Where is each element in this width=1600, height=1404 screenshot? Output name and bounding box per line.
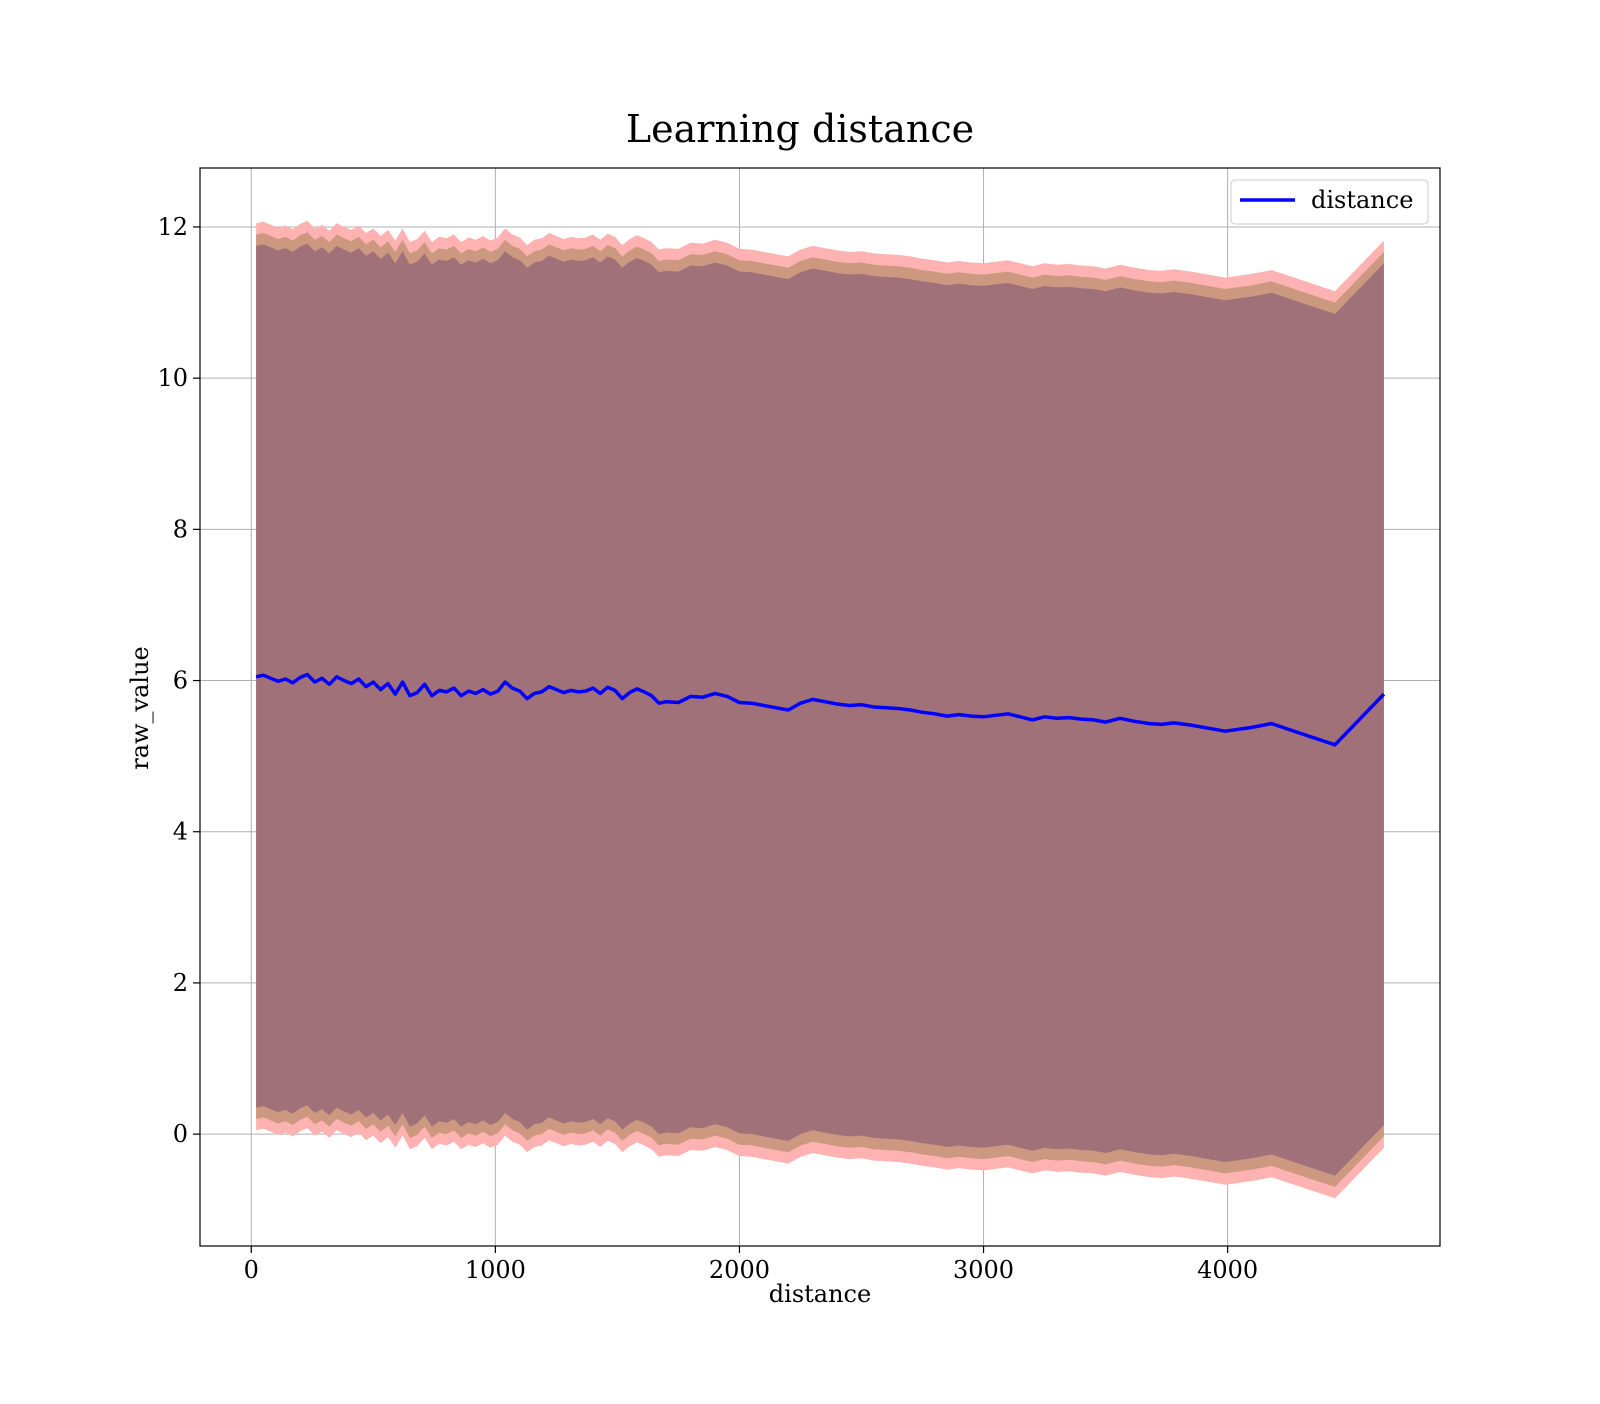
y-tick-label: 2 xyxy=(173,969,188,997)
y-axis-label: raw_value xyxy=(126,646,154,770)
chart-title: Learning distance xyxy=(626,107,974,151)
x-tick-label: 2000 xyxy=(709,1256,770,1284)
x-tick-label: 0 xyxy=(244,1256,259,1284)
y-tick-label: 0 xyxy=(173,1120,188,1148)
y-tick-label: 8 xyxy=(173,515,188,543)
y-tick-label: 4 xyxy=(173,818,188,846)
x-axis-ticks: 0 1000 2000 3000 4000 xyxy=(244,1246,1258,1284)
x-tick-label: 4000 xyxy=(1197,1256,1258,1284)
legend-box xyxy=(1230,179,1429,225)
x-axis-label: distance xyxy=(769,1280,871,1308)
y-tick-label: 10 xyxy=(157,364,188,392)
y-tick-label: 6 xyxy=(173,667,188,695)
series-lines xyxy=(255,672,1386,747)
x-tick-label: 3000 xyxy=(953,1256,1014,1284)
plot-frame xyxy=(199,167,1441,1247)
error-bands xyxy=(256,220,1384,1199)
legend-label-distance: distance xyxy=(1311,186,1413,214)
y-axis-ticks: 0 2 4 6 8 10 12 xyxy=(157,213,200,1148)
legend: distance xyxy=(1230,179,1429,225)
band-inner xyxy=(256,243,1384,1176)
y-tick-label: 12 xyxy=(157,213,188,241)
series-line-distance xyxy=(255,672,1386,747)
x-tick-label: 1000 xyxy=(465,1256,526,1284)
